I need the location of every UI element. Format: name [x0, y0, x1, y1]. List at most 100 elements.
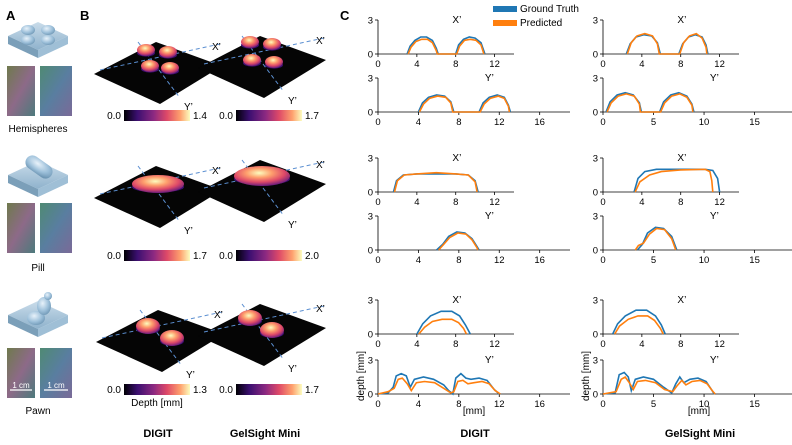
colorbar-max: 1.4	[193, 111, 207, 122]
sensor-label-digit: DIGIT	[460, 428, 490, 440]
x-tick-label: 8	[678, 197, 683, 208]
section-line-y	[241, 35, 285, 93]
plot-title: Y’	[710, 355, 719, 366]
colorbar-max: 2.0	[305, 251, 319, 262]
section-label-x: X’	[214, 310, 223, 321]
depth-bump	[260, 322, 284, 338]
tactile-image-digit	[7, 203, 35, 253]
panel-label-a: A	[6, 8, 16, 23]
depth-map-mini: X’ Y’ 0.0 2.0	[198, 159, 326, 262]
plot-hemi-digit-y: 0 4 8 12 16 0 3 Y’	[368, 73, 570, 128]
x-tick-label: 5	[651, 399, 656, 410]
x-tick-label: 4	[416, 255, 421, 266]
y-tick-label: 0	[368, 108, 373, 119]
y-tick-label: 3	[368, 16, 373, 27]
plot-pill-mini-y: 0 5 10 15 0 3 Y’	[593, 211, 792, 266]
x-tick-label: 12	[714, 197, 725, 208]
y-tick-label: 0	[368, 246, 373, 257]
y-tick-label: 0	[368, 50, 373, 61]
x-tick-label: 16	[534, 117, 545, 128]
depth-maps: X’ Y’ 0.0 1.4 X’ Y’ 0.0 1.7 X’ Y’ 0.0 1.7 X’ Y’ 0.0 2.0…	[94, 35, 326, 409]
legend-swatch-gt	[493, 6, 517, 12]
depth-bump	[241, 36, 259, 48]
section-label-y: Y’	[288, 220, 297, 231]
colorbar: 0.0 1.4	[107, 110, 207, 122]
y-tick-label: 3	[368, 154, 373, 165]
y-tick-label: 3	[593, 154, 598, 165]
depth-bump	[159, 46, 177, 58]
depth-surface	[94, 42, 222, 104]
sensor-label-mini: GelSight Mini	[665, 428, 735, 440]
series-predicted	[393, 171, 478, 193]
plot-title: Y’	[485, 355, 494, 366]
section-label-y: Y’	[288, 96, 297, 107]
depth-map-digit: X’ Y’ 0.0 1.3 Depth [mm]	[96, 309, 224, 409]
object-name: Pawn	[25, 406, 50, 417]
x-tick-label: 8	[453, 197, 458, 208]
series-ground-truth	[392, 173, 479, 193]
y-tick-label: 3	[593, 16, 598, 27]
plot-pawn-digit-y: 0 4 8 12 16 0 3 Y’	[368, 355, 570, 410]
depth-map-mini: X’ Y’ 0.0 1.7	[198, 303, 326, 396]
object-render-hemispheres	[8, 22, 68, 58]
y-tick-label: 0	[593, 188, 598, 199]
colorbar: 0.0 2.0	[219, 250, 319, 262]
x-tick-label: 0	[375, 399, 380, 410]
x-tick-label: 8	[453, 59, 458, 70]
x-tick-label: 0	[600, 59, 605, 70]
legend-label-gt: Ground Truth	[520, 4, 579, 15]
y-tick-label: 0	[368, 390, 373, 401]
section-label-y: Y’	[186, 370, 195, 381]
x-tick-label: 5	[651, 117, 656, 128]
x-tick-label: 4	[414, 197, 419, 208]
object-pill: Pill	[7, 155, 72, 274]
series-predicted	[418, 318, 468, 335]
section-line-y	[137, 41, 181, 99]
x-tick-label: 8	[456, 399, 461, 410]
y-tick-label: 3	[593, 212, 598, 223]
legend-swatch-pred	[493, 20, 517, 26]
plot-pill-mini-x: 0 4 8 12 0 3 X’	[593, 153, 739, 208]
colorbar-max: 1.3	[193, 385, 207, 396]
y-tick-label: 3	[368, 356, 373, 367]
x-tick-label: 12	[489, 339, 500, 350]
plot-pawn-mini-x: 0 4 8 12 0 3 X’	[593, 295, 739, 350]
depth-map-digit: X’ Y’ 0.0 1.7	[94, 165, 222, 262]
y-tick-label: 0	[593, 330, 598, 341]
plot-title: X’	[452, 295, 461, 306]
section-label-y: Y’	[288, 364, 297, 375]
depth-map-mini: X’ Y’ 0.0 1.7	[198, 35, 326, 122]
colorbar-gradient	[124, 110, 190, 121]
y-tick-label: 0	[593, 246, 598, 257]
y-tick-label: 3	[593, 296, 598, 307]
x-tick-label: 8	[456, 255, 461, 266]
colorbar-min: 0.0	[219, 111, 233, 122]
depth-surface	[198, 160, 326, 222]
plot-title: Y’	[485, 211, 494, 222]
y-axis-label: depth [mm]	[356, 351, 367, 401]
section-label-x: X’	[316, 304, 325, 315]
colorbar-min: 0.0	[107, 251, 121, 262]
depth-surface	[94, 166, 222, 228]
legend-label-pred: Predicted	[520, 18, 562, 29]
depth-bump	[132, 175, 184, 193]
x-tick-label: 12	[494, 399, 505, 410]
x-tick-label: 4	[414, 339, 419, 350]
x-tick-label: 12	[489, 197, 500, 208]
colorbar-min: 0.0	[107, 111, 121, 122]
legend: Ground Truth Predicted	[493, 4, 579, 29]
colorbar: 0.0 1.7	[219, 110, 319, 122]
x-tick-label: 16	[534, 399, 545, 410]
y-tick-label: 3	[368, 74, 373, 85]
depth-bump	[265, 56, 283, 68]
colorbar-gradient	[124, 250, 190, 261]
object-render-pill	[8, 155, 68, 197]
series-predicted	[626, 32, 708, 55]
scale-bar-label: 1 cm	[12, 381, 30, 390]
x-tick-label: 12	[714, 339, 725, 350]
series-predicted	[438, 232, 479, 251]
colorbar-gradient	[124, 384, 190, 395]
x-tick-label: 8	[453, 339, 458, 350]
x-tick-label: 0	[600, 339, 605, 350]
x-tick-label: 0	[375, 255, 380, 266]
